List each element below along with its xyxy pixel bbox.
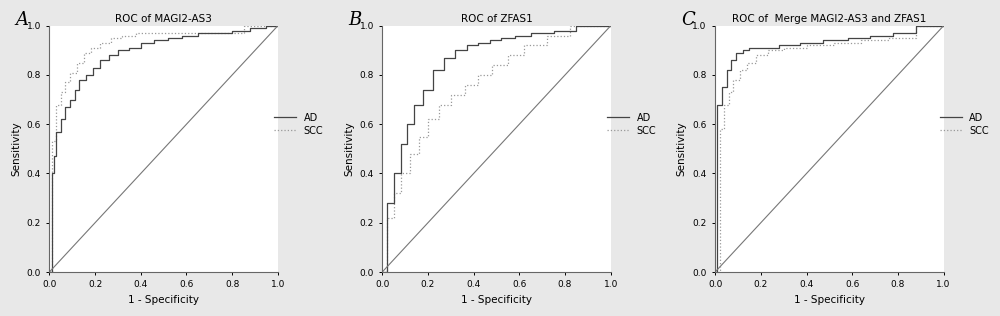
Text: C: C [681, 11, 695, 29]
Y-axis label: Sensitivity: Sensitivity [344, 122, 354, 176]
Legend: AD, SCC: AD, SCC [274, 113, 323, 136]
X-axis label: 1 - Specificity: 1 - Specificity [128, 295, 199, 305]
Text: A: A [15, 11, 28, 29]
Y-axis label: Sensitivity: Sensitivity [11, 122, 21, 176]
Title: ROC of MAGI2-AS3: ROC of MAGI2-AS3 [115, 14, 212, 24]
Text: B: B [348, 11, 361, 29]
Title: ROC of ZFAS1: ROC of ZFAS1 [461, 14, 532, 24]
Title: ROC of  Merge MAGI2-AS3 and ZFAS1: ROC of Merge MAGI2-AS3 and ZFAS1 [732, 14, 927, 24]
Legend: AD, SCC: AD, SCC [940, 113, 989, 136]
Y-axis label: Sensitivity: Sensitivity [677, 122, 687, 176]
X-axis label: 1 - Specificity: 1 - Specificity [461, 295, 532, 305]
Legend: AD, SCC: AD, SCC [607, 113, 656, 136]
X-axis label: 1 - Specificity: 1 - Specificity [794, 295, 865, 305]
